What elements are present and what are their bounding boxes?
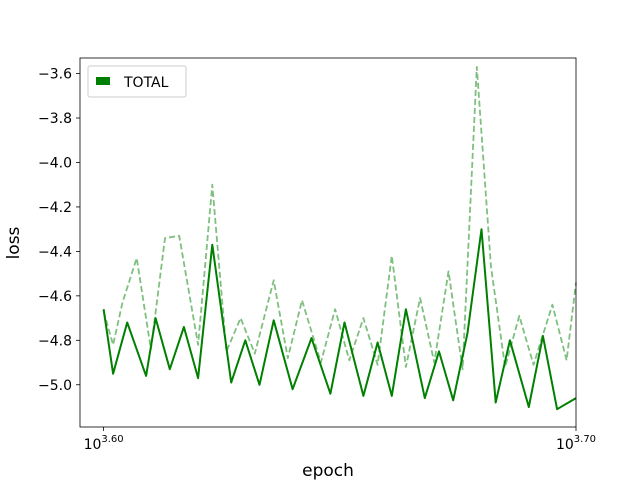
series-layer	[102, 66, 577, 411]
y-tick-label: −5.0	[38, 378, 72, 394]
y-tick-label: −3.8	[38, 111, 72, 127]
legend: TOTAL	[87, 65, 187, 98]
y-tick-label: −3.6	[38, 67, 72, 83]
legend-box	[87, 65, 187, 98]
y-tick-label: −4.8	[38, 333, 72, 349]
y-tick-label: −4.4	[38, 244, 72, 260]
y-axis-title: loss	[4, 226, 24, 259]
series-line-dashed	[102, 66, 577, 371]
y-axis: −3.6 −3.8 −4.0 −4.2 −4.4 −4.6 −4.8 −5.0	[38, 67, 80, 394]
series-line-solid	[102, 228, 577, 411]
x-tick-label: 103.70	[556, 434, 596, 453]
x-axis: 103.60 103.70	[84, 427, 596, 453]
plot-frame	[79, 57, 577, 428]
legend-label: TOTAL	[123, 75, 169, 91]
x-axis-title: epoch	[302, 461, 354, 480]
x-tick-label: 103.60	[84, 434, 124, 453]
y-tick-label: −4.0	[38, 155, 72, 171]
y-tick-label: −4.6	[38, 289, 72, 305]
legend-swatch	[96, 77, 110, 85]
y-tick-label: −4.2	[38, 200, 72, 216]
